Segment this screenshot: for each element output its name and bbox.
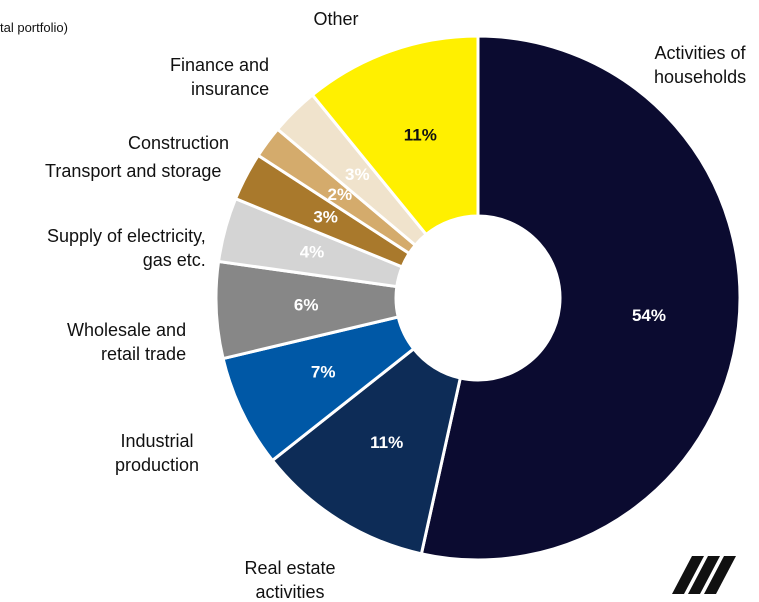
category-label: Activities of households	[654, 43, 747, 87]
category-label: Other	[313, 9, 359, 29]
category-label: Construction	[128, 133, 230, 153]
donut-slice	[419, 34, 742, 562]
value-label: 3%	[313, 208, 338, 227]
value-label: 7%	[311, 362, 336, 381]
category-label: Wholesale and retail trade	[67, 320, 187, 364]
chart-title: tal portfolio)	[0, 20, 68, 35]
value-label: 6%	[294, 296, 319, 315]
value-label: 11%	[404, 125, 437, 144]
value-label: 4%	[300, 243, 325, 262]
category-label: Industrial production	[115, 431, 200, 475]
category-label: Transport and storage	[45, 161, 222, 181]
donut-slice	[310, 34, 480, 237]
category-label: Supply of electricity, gas etc.	[47, 226, 206, 270]
category-label: Finance and insurance	[170, 55, 270, 99]
logo	[672, 556, 736, 594]
value-label: 11%	[370, 433, 403, 452]
category-label: Real estate activities	[244, 558, 336, 602]
value-label: 54%	[632, 306, 666, 325]
donut-slice	[270, 346, 463, 556]
value-label: 3%	[345, 165, 370, 184]
value-label: 2%	[328, 185, 353, 204]
